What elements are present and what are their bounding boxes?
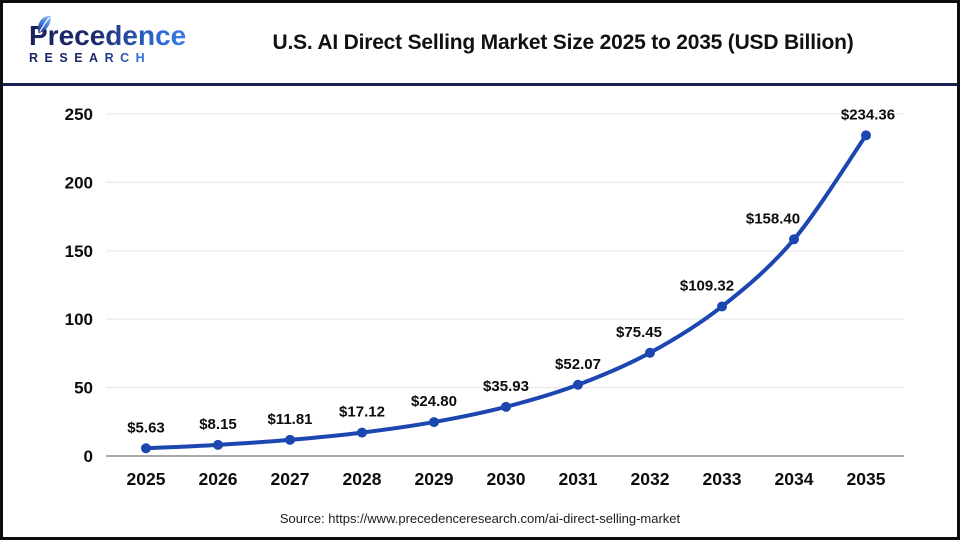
chart-title: U.S. AI Direct Selling Market Size 2025 … — [272, 31, 854, 54]
logo-brand-text: Precedence — [29, 19, 187, 51]
y-tick-label: 100 — [65, 310, 93, 329]
y-tick-label: 250 — [65, 105, 93, 124]
precedence-research-logo: Precedence RESEARCH — [29, 15, 199, 65]
data-point — [717, 301, 727, 312]
data-point-label: $35.93 — [483, 378, 529, 395]
data-point — [357, 427, 367, 438]
logo-research-text: RESEARCH — [29, 50, 152, 65]
data-point — [285, 434, 295, 445]
x-tick-label: 2035 — [847, 469, 886, 489]
x-tick-label: 2033 — [703, 469, 742, 489]
data-point — [501, 401, 511, 412]
data-point-label: $24.80 — [411, 393, 457, 410]
y-tick-label: 200 — [65, 173, 93, 192]
data-point — [789, 234, 799, 245]
x-tick-label: 2034 — [775, 469, 814, 489]
market-size-line-chart: 0 50 100 150 200 250 $5.63 2025 $8.15 2026 $11.81 2… — [65, 105, 904, 489]
data-point-label: $17.12 — [339, 404, 385, 421]
header-divider — [3, 83, 957, 86]
data-point-label: $8.15 — [199, 416, 237, 433]
data-point-label: $234.36 — [841, 106, 895, 123]
x-tick-label: 2029 — [415, 469, 454, 489]
data-point-label: $11.81 — [267, 411, 312, 428]
y-tick-label: 50 — [74, 379, 93, 398]
data-point — [861, 130, 871, 141]
source-citation: Source: https://www.precedenceresearch.c… — [279, 511, 681, 526]
data-point-label: $52.07 — [555, 356, 601, 373]
data-point — [213, 439, 223, 450]
header: Precedence RESEARCH U.S. AI Direct Selli… — [3, 3, 957, 83]
x-tick-label: 2030 — [487, 469, 526, 489]
data-point-label: $109.32 — [680, 277, 734, 294]
y-tick-label: 0 — [84, 447, 93, 466]
x-tick-label: 2026 — [199, 469, 238, 489]
data-point — [645, 347, 655, 358]
data-point — [141, 443, 151, 454]
chart-area: 0 50 100 150 200 250 $5.63 2025 $8.15 2026 $11.81 2… — [3, 86, 957, 537]
data-point — [429, 417, 439, 428]
x-tick-label: 2032 — [631, 469, 670, 489]
series-line — [144, 133, 868, 451]
data-point-label: $5.63 — [127, 419, 165, 436]
data-point-label: $158.40 — [746, 210, 800, 227]
x-tick-label: 2027 — [271, 469, 310, 489]
x-tick-label: 2025 — [127, 469, 166, 489]
x-tick-label: 2031 — [559, 469, 598, 489]
y-tick-label: 150 — [65, 242, 93, 261]
data-point-label: $75.45 — [616, 324, 662, 341]
x-tick-label: 2028 — [343, 469, 382, 489]
data-point — [573, 379, 583, 390]
